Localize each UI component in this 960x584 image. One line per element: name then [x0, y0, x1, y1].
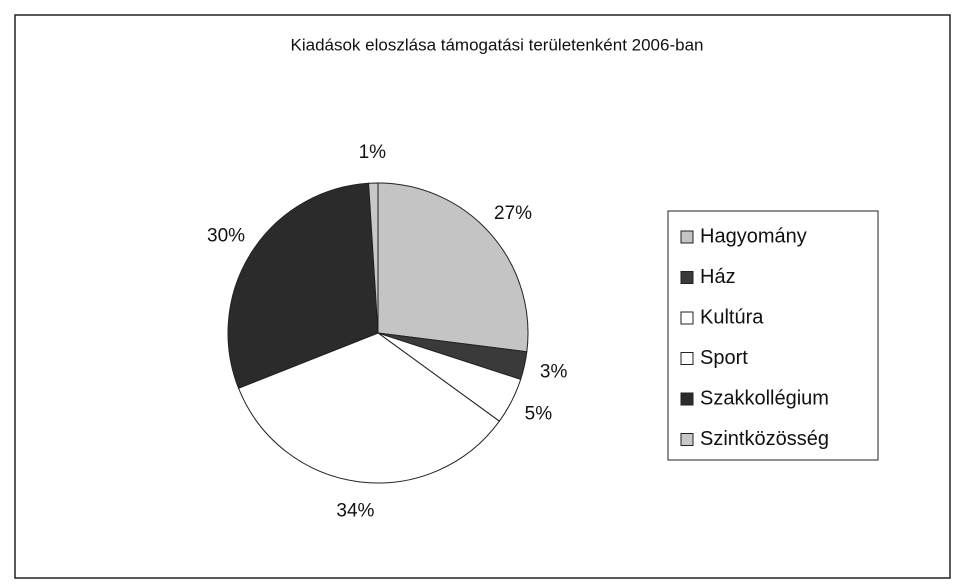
legend-marker — [680, 271, 694, 284]
data-label: 3% — [540, 361, 568, 382]
pie-slice — [377, 182, 529, 353]
legend-marker — [680, 433, 694, 446]
pie-slice — [227, 182, 379, 389]
legend-label: Sport — [700, 347, 748, 369]
legend-marker — [680, 392, 694, 406]
data-label: 1% — [359, 142, 387, 163]
pie-slice — [237, 332, 501, 484]
legend-label: Szintközösség — [700, 428, 829, 450]
legend-marker — [680, 230, 694, 244]
pie-slice — [368, 182, 379, 334]
legend-label: Kultúra — [700, 306, 764, 328]
chart-title: Kiadások eloszlása támogatási területenk… — [291, 35, 704, 54]
data-label: 34% — [336, 501, 374, 522]
legend-marker — [680, 352, 694, 365]
legend-label: Ház — [700, 266, 736, 288]
data-label: 5% — [525, 404, 553, 425]
legend-marker — [680, 311, 694, 325]
data-label: 30% — [207, 226, 245, 247]
data-label: 27% — [494, 203, 532, 224]
legend-label: Hagyomány — [700, 225, 807, 247]
legend-box — [667, 210, 879, 461]
legend-label: Szakkollégium — [700, 387, 829, 409]
